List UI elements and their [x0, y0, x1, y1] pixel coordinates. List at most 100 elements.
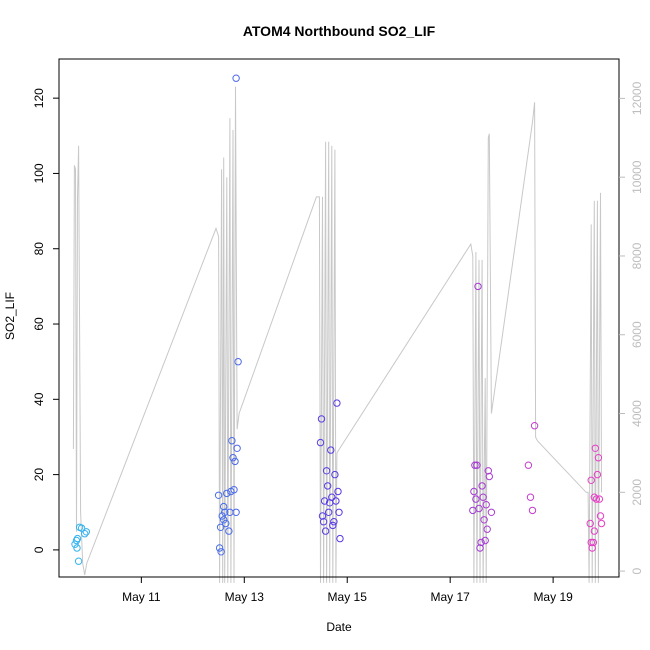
data-point — [232, 508, 240, 516]
data-point — [528, 506, 537, 515]
right-y-tick-label: 2000 — [630, 479, 644, 506]
data-point — [586, 519, 594, 528]
data-point — [593, 470, 602, 479]
data-point — [470, 487, 478, 496]
data-point — [587, 476, 595, 484]
data-point — [215, 544, 224, 552]
x-tick-label: May 11 — [122, 590, 161, 604]
data-point — [588, 544, 596, 552]
data-point — [476, 544, 484, 552]
y-tick-label: 0 — [32, 546, 46, 553]
data-point — [321, 527, 330, 535]
right-y-tick-label: 12000 — [630, 81, 644, 115]
right-y-axis: 0 2000 4000 6000 8000 10000 12000 — [619, 81, 644, 574]
x-axis: May 11 May 13 May 15 May 17 May 19 — [122, 577, 573, 604]
data-point — [487, 508, 496, 516]
data-point — [223, 489, 231, 498]
data-point — [221, 508, 229, 516]
right-y-tick-label: 0 — [630, 567, 644, 574]
data-point — [481, 536, 489, 545]
data-point — [477, 538, 485, 547]
data-points-layer — [71, 74, 606, 565]
data-point — [77, 524, 86, 532]
data-point — [482, 501, 490, 509]
right-y-tick-label: 8000 — [630, 242, 644, 269]
data-point — [480, 516, 488, 524]
data-point — [74, 557, 83, 565]
x-axis-label: Date — [326, 620, 352, 634]
data-point — [322, 467, 331, 475]
data-point — [335, 508, 343, 516]
y-tick-label: 120 — [32, 88, 46, 108]
x-tick-label: May 15 — [328, 590, 368, 604]
chart-title: ATOM4 Northbound SO2_LIF — [243, 23, 436, 39]
data-point — [82, 528, 91, 536]
data-point — [331, 470, 339, 479]
data-point — [225, 527, 233, 535]
x-tick-label: May 17 — [430, 590, 470, 604]
data-point — [474, 282, 482, 291]
data-point — [81, 530, 89, 538]
data-point — [524, 461, 533, 469]
data-point — [485, 472, 493, 481]
data-point — [232, 74, 240, 82]
data-point — [214, 491, 223, 499]
data-point — [230, 486, 238, 494]
y-axis-label: SO2_LIF — [3, 292, 17, 340]
data-point — [328, 493, 336, 501]
data-point — [596, 512, 605, 520]
data-point — [318, 512, 327, 520]
data-point — [229, 454, 237, 462]
right-y-tick-label: 10000 — [630, 160, 644, 194]
data-point — [73, 544, 81, 552]
data-point — [327, 446, 335, 454]
data-point — [332, 497, 340, 505]
y-tick-label: 100 — [32, 163, 46, 183]
y-tick-label: 40 — [32, 392, 46, 406]
data-point — [483, 525, 491, 533]
altitude-line — [72, 86, 602, 583]
data-point — [233, 444, 241, 452]
plot-area — [71, 74, 606, 583]
right-y-tick-label: 6000 — [630, 321, 644, 348]
y-axis: 0 20 40 60 80 100 120 — [32, 88, 60, 553]
data-point — [589, 538, 597, 547]
data-point — [330, 518, 338, 526]
data-point — [592, 495, 601, 503]
data-point — [594, 454, 603, 462]
data-point — [473, 461, 481, 469]
data-point — [587, 538, 595, 547]
data-point — [334, 487, 342, 496]
data-point — [216, 523, 225, 531]
data-point — [218, 512, 226, 520]
data-point — [231, 457, 239, 466]
data-point — [590, 493, 598, 501]
data-point — [595, 495, 604, 503]
y-tick-label: 80 — [32, 242, 46, 256]
x-tick-label: May 13 — [225, 590, 265, 604]
data-point — [317, 415, 326, 423]
data-point — [329, 521, 337, 530]
data-point — [320, 497, 329, 505]
data-point — [469, 506, 477, 515]
data-point — [471, 461, 479, 469]
data-point — [222, 519, 230, 528]
data-point — [591, 444, 599, 452]
data-point — [220, 516, 228, 524]
x-tick-label: May 19 — [533, 590, 573, 604]
data-point — [479, 493, 487, 501]
data-point — [475, 504, 483, 513]
y-tick-label: 20 — [32, 468, 46, 482]
data-point — [333, 399, 341, 407]
data-point — [484, 467, 492, 475]
data-point — [530, 422, 539, 430]
y-tick-label: 60 — [32, 317, 46, 331]
data-point — [316, 438, 325, 447]
data-point — [325, 508, 333, 516]
data-point — [590, 527, 598, 535]
data-point — [526, 493, 535, 501]
data-point — [336, 534, 344, 543]
data-point — [478, 482, 486, 490]
data-point — [217, 548, 225, 556]
